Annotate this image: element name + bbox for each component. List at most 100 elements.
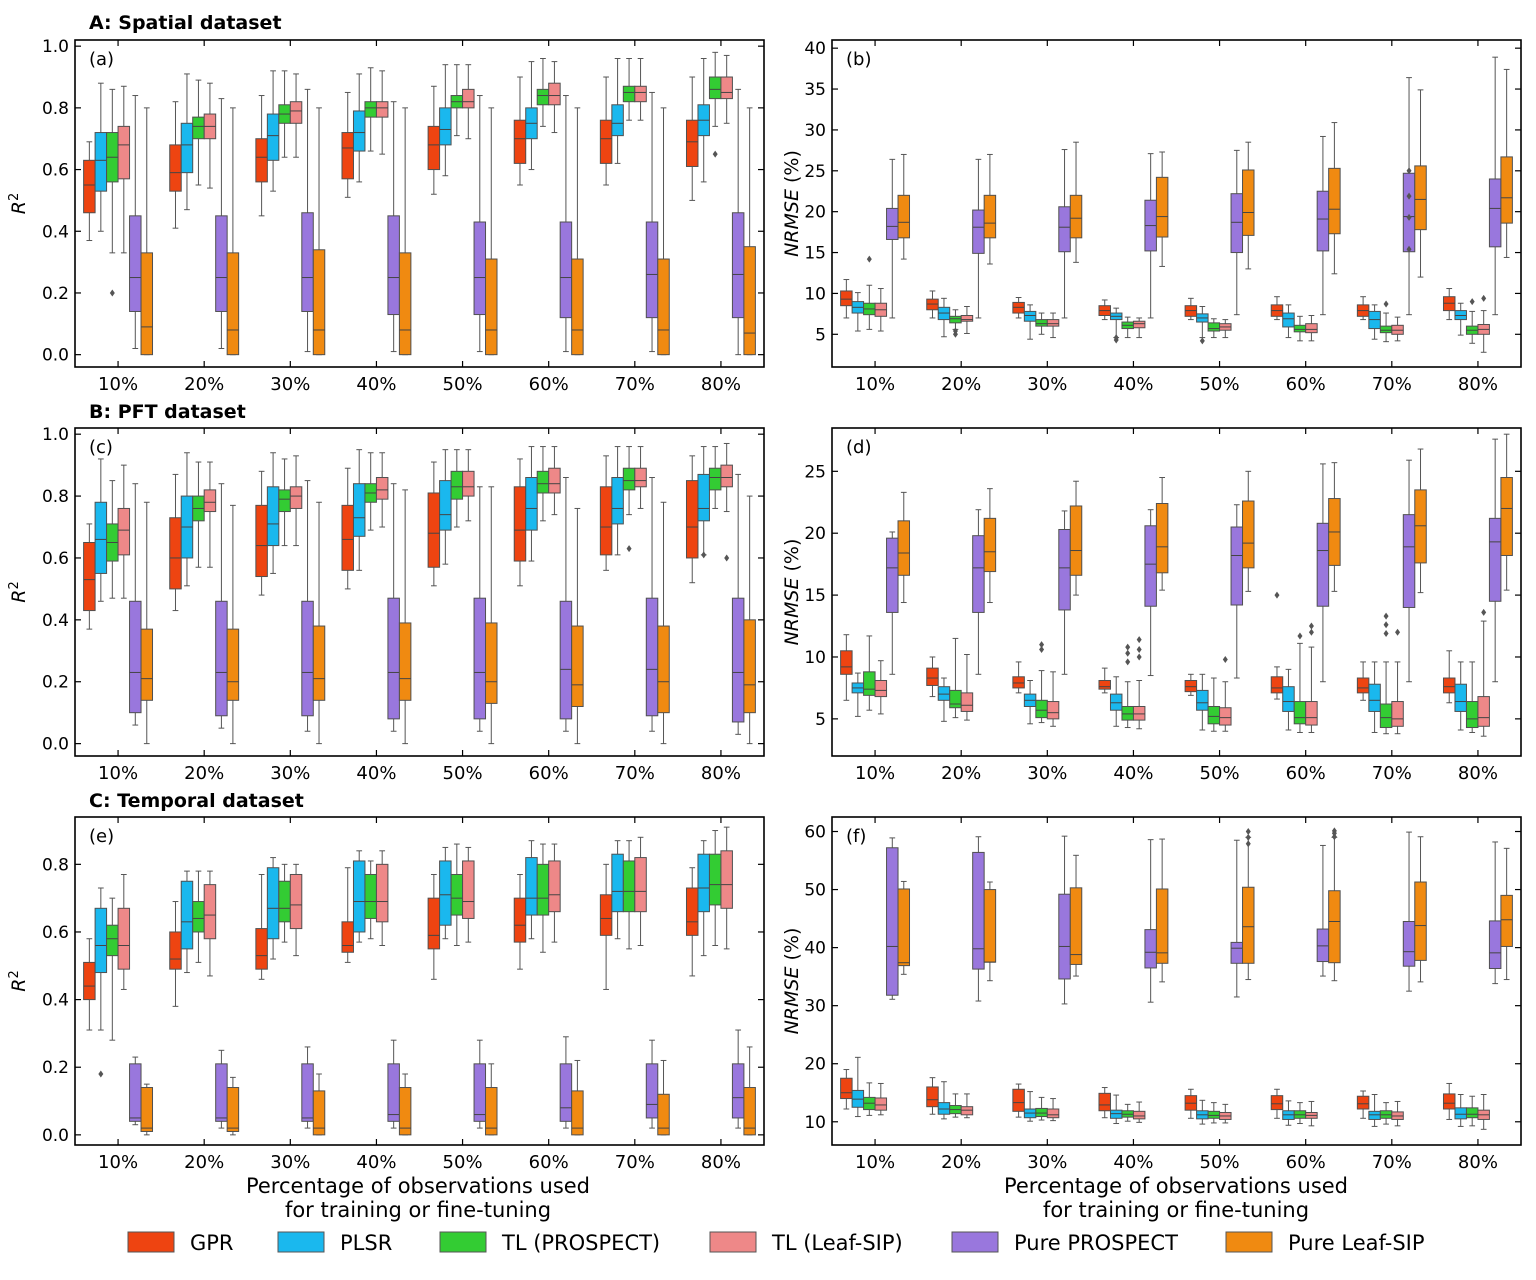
box-iqr [897, 520, 911, 576]
box-pure-prospect-20pct [972, 509, 985, 675]
box-iqr [1488, 178, 1502, 248]
x-tick-label: 40% [356, 763, 396, 784]
y-tick-label: 20 [804, 1055, 826, 1075]
box-iqr [840, 290, 853, 307]
box-gpr-70pct [1356, 661, 1370, 701]
x-tick-label: 20% [941, 1152, 981, 1173]
box-iqr [1230, 193, 1244, 254]
box-tl-prospect--40pct [364, 452, 377, 531]
box-pure-prospect-60pct [559, 1036, 573, 1129]
y-tick-label: 10 [804, 648, 826, 668]
box-gpr-20pct [169, 473, 182, 612]
box-iqr [387, 1063, 400, 1122]
box-plsr-80pct [697, 840, 710, 957]
box-iqr [949, 689, 962, 709]
box-tl-prospect--40pct [364, 860, 377, 940]
box-tl-leaf-sip--60pct [548, 843, 561, 943]
box-tl-leaf-sip--30pct [1046, 1098, 1060, 1122]
panel-a-spatial-r2: 0.0 0.2 0.4 0.6 0.8 1.0 10% 20% 30% 40% 50% 60% 70% 8… [7, 37, 765, 395]
box-iqr [1414, 881, 1427, 961]
box-outlier [1039, 641, 1045, 649]
box-iqr [485, 1087, 498, 1136]
box-outlier [712, 150, 718, 158]
box-iqr [1230, 941, 1244, 964]
box-iqr [1488, 517, 1502, 602]
box-iqr [94, 501, 108, 574]
x-tick-label: 70% [1372, 763, 1412, 784]
box-iqr [645, 221, 659, 319]
box-iqr [375, 101, 389, 118]
box-plsr-70pct [611, 58, 624, 164]
box-pure-prospect-70pct [1402, 831, 1416, 992]
x-tick-label: 20% [941, 763, 981, 784]
box-plsr-80pct [1454, 661, 1467, 731]
box-iqr [611, 477, 624, 525]
box-outlier [1113, 334, 1119, 342]
box-tl-prospect--30pct [278, 863, 291, 943]
box-pure-leaf-sip-50pct [1242, 141, 1255, 270]
x-tick-label: 50% [1200, 374, 1240, 395]
box-iqr [571, 1090, 584, 1136]
box-iqr [1316, 522, 1330, 607]
box-iqr [1477, 696, 1490, 727]
box-tl-leaf-sip--20pct [960, 306, 974, 334]
box-iqr [439, 480, 452, 531]
box-plsr-40pct [1109, 1094, 1123, 1125]
box-iqr [169, 144, 182, 192]
box-pure-leaf-sip-70pct [657, 501, 670, 745]
box-iqr [599, 894, 613, 936]
box-pure-leaf-sip-20pct [226, 504, 240, 745]
box-iqr [697, 473, 710, 522]
box-tl-prospect--70pct [622, 446, 636, 553]
x-tick-label: 80% [1458, 374, 1498, 395]
box-pure-leaf-sip-30pct [1069, 141, 1083, 263]
box-tl-prospect--30pct [1035, 312, 1048, 335]
panel-c-pft-r2: 0.0 0.2 0.4 0.6 0.8 1.0 10% 20% 30% 40% 50% 60% 70% 8… [7, 425, 765, 784]
box-pure-leaf-sip-10pct [897, 491, 911, 604]
box-pure-prospect-30pct [301, 1046, 314, 1129]
box-tl-leaf-sip--50pct [1219, 655, 1232, 732]
box-plsr-80pct [1454, 302, 1467, 336]
legend-item-plsr: PLSR [277, 1231, 392, 1255]
box-iqr [1196, 689, 1209, 711]
box-plsr-50pct [1196, 1099, 1209, 1125]
box-plsr-40pct [352, 449, 366, 571]
box-iqr [312, 249, 326, 356]
box-iqr [255, 928, 268, 970]
box-iqr [1270, 676, 1284, 694]
y-tick-label: 60 [804, 823, 826, 843]
box-iqr [536, 88, 550, 106]
box-pure-leaf-sip-80pct [1500, 68, 1513, 258]
box-pure-leaf-sip-30pct [1069, 480, 1083, 596]
box-iqr [743, 619, 756, 714]
y-tick-label: 0.6 [42, 161, 69, 181]
box-tl-prospect--10pct [106, 480, 119, 599]
box-iqr [559, 600, 573, 720]
x-tick-label: 20% [941, 374, 981, 395]
box-tl-leaf-sip--80pct [1477, 294, 1490, 353]
box-gpr-50pct [427, 873, 441, 980]
box-pure-leaf-sip-30pct [312, 1073, 326, 1136]
box-tl-leaf-sip--10pct [874, 660, 888, 715]
box-pure-prospect-70pct [645, 91, 659, 353]
box-iqr [599, 119, 613, 164]
box-gpr-80pct [685, 455, 699, 584]
x-tick-label: 60% [1286, 374, 1326, 395]
box-iqr [1155, 176, 1169, 238]
panel-tag: (f) [846, 826, 866, 847]
box-pure-prospect-70pct [1402, 459, 1416, 683]
panel-frame [831, 427, 1522, 757]
box-plsr-30pct [266, 452, 280, 574]
box-iqr [255, 138, 268, 183]
box-iqr [266, 113, 280, 161]
box-gpr-40pct [1098, 667, 1111, 694]
box-iqr [129, 600, 142, 714]
box-iqr [1035, 1107, 1048, 1118]
y-axis-title: NRMSE (%) [781, 928, 803, 1035]
box-tl-leaf-sip--10pct [874, 288, 888, 332]
box-tl-prospect--80pct [708, 446, 722, 509]
box-iqr [571, 625, 584, 707]
box-plsr-50pct [1196, 306, 1209, 345]
box-iqr [1207, 322, 1221, 332]
box-outlier [1125, 643, 1131, 651]
